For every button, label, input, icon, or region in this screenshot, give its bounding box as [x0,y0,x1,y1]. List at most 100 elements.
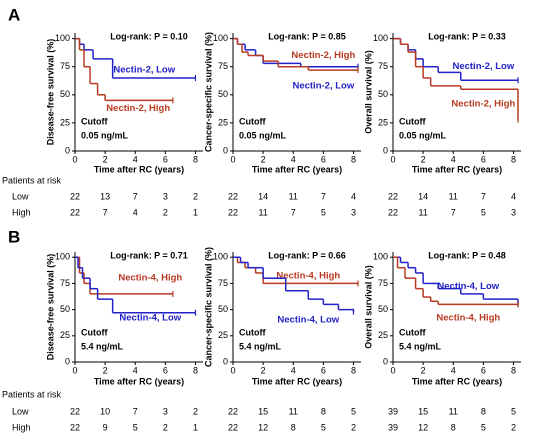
x-tick-label: 8 [511,365,516,375]
risk-count: 8 [321,406,326,416]
risk-title: Patients at risk [2,175,62,185]
y-tick-label: 0 [223,145,228,155]
risk-count: 2 [193,406,198,416]
y-axis-label: Disease-free survival (%) [45,254,55,361]
x-tick-label: 0 [72,365,77,375]
y-tick-label: 100 [55,33,70,43]
series-label: Nectin-2, Low [292,80,354,91]
panel-label: A [8,5,20,24]
risk-count: 5 [481,422,486,432]
x-tick-label: 4 [451,365,456,375]
x-tick-label: 0 [230,365,235,375]
risk-count: 11 [449,191,458,201]
cutoff-label: Cutoff [399,327,426,337]
x-tick-label: 4 [291,154,296,164]
risk-title: Patients at risk [2,389,62,399]
risk-count: 22 [70,207,80,217]
risk-count: 14 [258,191,268,201]
cutoff-label: Cutoff [399,116,426,126]
series-label: Nectin-4, High [276,271,340,282]
x-tick-label: 8 [193,154,198,164]
risk-count: 5 [133,422,138,432]
x-tick-label: 8 [351,154,356,164]
risk-count: 1 [193,207,198,217]
risk-count: 8 [291,422,296,432]
y-tick-label: 50 [60,89,70,99]
y-tick-label: 25 [60,330,70,340]
risk-count: 1 [193,422,198,432]
y-tick-label: 75 [218,61,228,71]
risk-count: 22 [70,406,80,416]
y-axis-label: Cancer-specific survival (%) [203,32,213,152]
risk-count: 4 [133,207,138,217]
risk-count: 11 [258,207,267,217]
x-tick-label: 8 [193,365,198,375]
y-tick-label: 75 [60,61,70,71]
x-tick-label: 0 [390,365,395,375]
cutoff-label: Cutoff [239,116,266,126]
series-label: Nectin-4, Low [277,315,339,326]
x-tick-label: 2 [421,154,426,164]
cutoff-value: 0.05 ng/mL [239,130,287,140]
risk-count: 7 [481,191,486,201]
x-tick-label: 0 [72,154,77,164]
y-tick-label: 50 [218,304,228,314]
x-tick-label: 0 [230,154,235,164]
x-tick-label: 8 [511,154,516,164]
panel-label: B [8,227,20,246]
series-label: Nectin-4, High [118,273,182,284]
x-tick-label: 4 [451,154,456,164]
risk-count: 2 [163,207,168,217]
x-tick-label: 4 [133,365,138,375]
risk-count: 8 [481,406,486,416]
risk-count: 2 [163,422,168,432]
y-tick-label: 100 [373,33,388,43]
risk-count: 7 [451,207,456,217]
risk-count: 7 [133,406,138,416]
annotation: Log-rank: P = 0.48 [428,250,506,260]
x-axis-label: Time after RC (years) [94,376,184,386]
annotation: Log-rank: P = 0.66 [268,250,346,260]
x-tick-label: 6 [321,365,326,375]
risk-row-label: High [12,422,31,432]
x-tick-label: 0 [390,154,395,164]
risk-row-label: Low [12,406,29,416]
cutoff-value: 5.4 ng/mL [239,341,282,351]
annotation: Log-rank: P = 0.10 [110,31,188,41]
x-tick-label: 4 [291,365,296,375]
series-label: Nectin-2, High [291,50,355,61]
series-label: Nectin-4, Low [119,313,181,324]
risk-count: 2 [511,422,516,432]
x-tick-label: 2 [261,365,266,375]
cutoff-label: Cutoff [81,327,108,337]
cutoff-label: Cutoff [81,116,108,126]
y-tick-label: 25 [378,117,388,127]
y-tick-label: 100 [373,252,388,262]
risk-count: 12 [258,422,268,432]
risk-count: 7 [133,191,138,201]
x-tick-label: 8 [351,365,356,375]
y-tick-label: 25 [60,117,70,127]
risk-count: 22 [388,207,398,217]
y-tick-label: 0 [65,145,70,155]
risk-count: 3 [163,406,168,416]
series-label: Nectin-2, High [451,98,515,109]
risk-count: 3 [163,191,168,201]
cutoff-value: 0.05 ng/mL [81,130,129,140]
y-axis-label: Overall survival (%) [363,265,373,349]
x-tick-label: 4 [133,154,138,164]
y-tick-label: 0 [223,356,228,366]
y-tick-label: 0 [383,356,388,366]
risk-count: 11 [289,406,298,416]
risk-count: 4 [351,191,356,201]
x-tick-label: 2 [103,365,108,375]
series-label: Nectin-2, Low [452,61,514,72]
annotation: Log-rank: P = 0.33 [428,31,506,41]
risk-count: 5 [481,207,486,217]
risk-count: 5 [511,406,516,416]
series-label: Nectin-4, High [436,313,500,324]
annotation: Log-rank: P = 0.85 [268,31,346,41]
cutoff-value: 5.4 ng/mL [399,341,442,351]
risk-count: 15 [418,406,428,416]
